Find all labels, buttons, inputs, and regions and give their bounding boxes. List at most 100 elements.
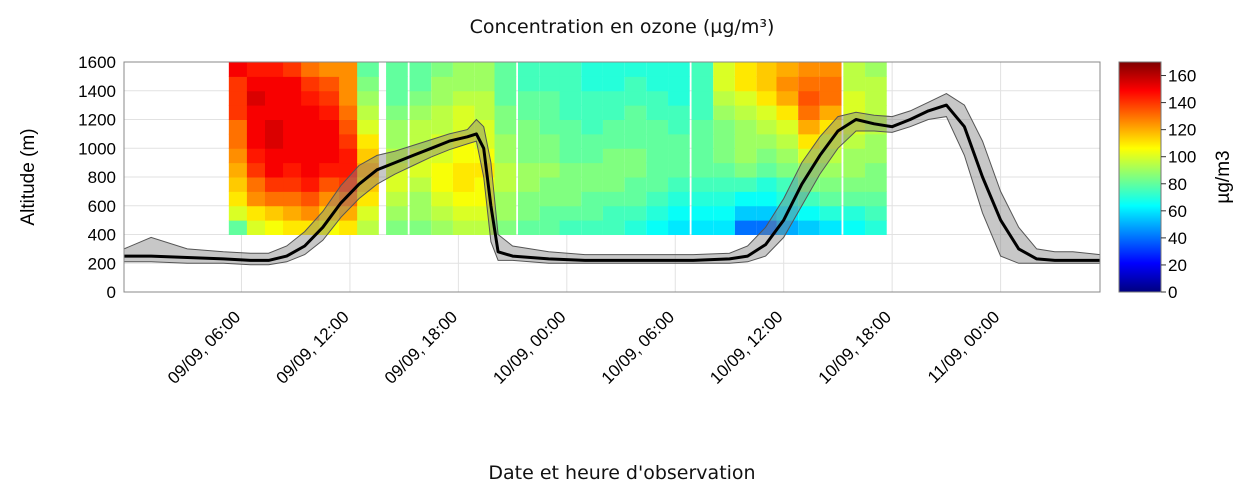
heatmap-cell (602, 62, 625, 77)
colorbar-tick-label: 80 (1168, 175, 1187, 194)
heatmap-cell (386, 119, 408, 135)
heatmap-cell (474, 220, 497, 235)
heatmap-cell (246, 191, 269, 207)
heatmap-cell (646, 148, 669, 164)
heatmap-cell (431, 148, 453, 164)
heatmap-cell (691, 177, 714, 192)
y-tick-label: 1400 (78, 82, 116, 101)
heatmap-cell (843, 205, 866, 221)
heatmap-cell (624, 76, 647, 92)
heatmap-cell (301, 90, 323, 106)
heatmap-cell (602, 90, 625, 106)
heatmap-cell (624, 205, 647, 221)
heatmap-cell (452, 205, 475, 221)
heatmap-cell (301, 148, 323, 164)
heatmap-cell (319, 191, 341, 207)
heatmap-cell (798, 220, 820, 235)
heatmap-cell (494, 177, 517, 192)
heatmap-cell (602, 191, 625, 207)
heatmap-cell (283, 148, 305, 164)
heatmap-cell (668, 162, 690, 178)
heatmap-cell (668, 177, 690, 192)
x-tick-label: 10/09, 06:00 (598, 307, 678, 387)
heatmap-cell (819, 191, 842, 207)
heatmap-cell (734, 220, 757, 235)
heatmap-cell (264, 162, 287, 178)
heatmap-cell (264, 119, 287, 135)
heatmap-cell (581, 205, 603, 221)
heatmap-cell (756, 90, 779, 106)
heatmap-cell (734, 76, 757, 92)
heatmap-cell (646, 162, 669, 178)
heatmap-cell (734, 162, 757, 178)
heatmap-cell (319, 76, 341, 92)
heatmap-cell (843, 90, 866, 106)
heatmap-cell (301, 133, 323, 149)
heatmap-cell (474, 105, 497, 120)
heatmap-cell (494, 220, 517, 235)
heatmap-cell (452, 148, 475, 164)
heatmap-cell (228, 205, 251, 221)
heatmap-cell (843, 220, 866, 235)
heatmap-cell (283, 133, 305, 149)
heatmap-cell (264, 133, 287, 149)
heatmap-cell (452, 177, 475, 192)
heatmap-cell (518, 177, 540, 192)
heatmap-cell (865, 133, 887, 149)
heatmap-cell (246, 105, 269, 120)
heatmap-cell (581, 133, 603, 149)
heatmap-cell (865, 177, 887, 192)
heatmap-cell (602, 105, 625, 120)
heatmap-cell (734, 90, 757, 106)
heatmap-cell (264, 177, 287, 192)
heatmap-cell (691, 90, 714, 106)
heatmap-cell (865, 205, 887, 221)
heatmap-cell (602, 162, 625, 178)
heatmap-cell (646, 62, 669, 77)
heatmap-cell (756, 62, 779, 77)
heatmap-cell (602, 119, 625, 135)
heatmap-cell (357, 205, 379, 221)
heatmap-cell (357, 133, 379, 149)
heatmap-cell (713, 90, 735, 106)
heatmap-cell (431, 177, 453, 192)
heatmap-cell (843, 191, 866, 207)
heatmap-cell (228, 133, 251, 149)
heatmap-cell (691, 162, 714, 178)
heatmap-cell (624, 90, 647, 106)
heatmap-cell (518, 62, 540, 77)
heatmap-cell (386, 90, 408, 106)
heatmap-cell (713, 76, 735, 92)
heatmap-cell (452, 105, 475, 120)
y-axis: 0 200 400 600 800 1000 1200 1400 1600 (78, 53, 116, 302)
heatmap-cell (494, 133, 517, 149)
heatmap-cell (474, 62, 497, 77)
heatmap-cell (246, 162, 269, 178)
heatmap-cell (581, 148, 603, 164)
x-axis-title: Date et heure d'observation (488, 462, 756, 484)
x-tick-label: 09/09, 12:00 (272, 307, 352, 387)
heatmap-cell (691, 76, 714, 92)
heatmap-cell (865, 105, 887, 120)
heatmap-cell (339, 205, 361, 221)
heatmap-cell (539, 148, 562, 164)
heatmap-cell (559, 148, 582, 164)
heatmap-cell (756, 205, 779, 221)
y-tick-label: 200 (88, 254, 116, 273)
heatmap-cell (756, 148, 779, 164)
heatmap-cell (646, 191, 669, 207)
heatmap-cell (756, 133, 779, 149)
heatmap-cell (646, 119, 669, 135)
heatmap-cell (409, 191, 432, 207)
heatmap-cell (518, 119, 540, 135)
heatmap-cell (452, 90, 475, 106)
heatmap-cell (283, 220, 305, 235)
heatmap-cell (228, 162, 251, 178)
heatmap-cell (264, 90, 287, 106)
heatmap-cell (602, 76, 625, 92)
heatmap-cell (646, 220, 669, 235)
heatmap-cell (431, 90, 453, 106)
heatmap-cell (798, 119, 820, 135)
heatmap-cell (518, 90, 540, 106)
colorbar-tick-label: 60 (1168, 202, 1187, 221)
